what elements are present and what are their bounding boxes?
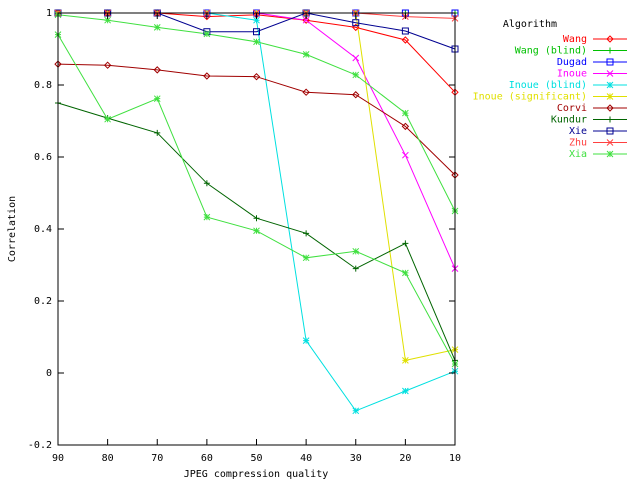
data-point: [402, 151, 409, 159]
y-tick-label: 0.6: [34, 152, 52, 163]
data-point: [104, 115, 111, 123]
data-point: [203, 180, 210, 187]
series-line: [57, 63, 456, 176]
legend-label: Dugad: [557, 57, 587, 68]
data-point: [402, 357, 409, 364]
x-tick-label: 30: [350, 453, 362, 464]
x-tick-label: 80: [102, 453, 114, 464]
legend-marker: [606, 93, 614, 100]
legend-marker: [606, 139, 614, 146]
legend-marker: [606, 150, 614, 158]
y-axis-ticks: -0.2 0 0.2 0.4 0.6 0.8 1: [28, 8, 455, 451]
x-tick-label: 40: [300, 453, 312, 464]
legend-marker: [606, 70, 614, 77]
data-point: [352, 407, 360, 415]
legend-label: Wang: [563, 34, 587, 45]
legend-label: Inoue (blind): [509, 80, 587, 91]
legend-marker: [606, 81, 614, 89]
data-point: [203, 30, 211, 38]
x-axis-label: JPEG compression quality: [184, 469, 329, 480]
data-point: [303, 230, 310, 237]
legend-title: Algorithm: [503, 19, 557, 30]
legend-marker: [607, 47, 613, 54]
data-point: [402, 269, 409, 277]
data-point: [154, 129, 161, 136]
data-point: [401, 27, 409, 35]
x-tick-label: 10: [449, 453, 461, 464]
data-point: [401, 122, 410, 131]
data-point: [253, 38, 260, 46]
y-tick-label: 1: [46, 8, 52, 19]
legend-label: Xia: [569, 149, 587, 160]
series-line: [58, 12, 456, 412]
data-point: [302, 51, 310, 58]
legend-label: Xie: [569, 126, 587, 137]
data-point: [153, 95, 161, 103]
data-point: [302, 16, 310, 24]
data-point: [302, 337, 310, 344]
data-point: [253, 16, 260, 24]
data-point: [402, 109, 409, 117]
data-point: [203, 72, 211, 80]
legend-label: Inoue (significant): [473, 92, 587, 103]
data-point: [253, 215, 260, 222]
data-point: [401, 36, 410, 44]
data-point: [302, 254, 310, 262]
legend-label: Zhu: [569, 138, 587, 149]
data-point: [352, 91, 360, 99]
series-line: [57, 34, 456, 365]
y-axis-label: Correlation: [7, 196, 18, 262]
data-point: [402, 387, 409, 395]
x-tick-label: 70: [151, 453, 163, 464]
data-point: [352, 71, 360, 79]
x-tick-label: 60: [201, 453, 213, 464]
data-point: [253, 28, 260, 36]
data-point: [104, 16, 111, 24]
data-point: [103, 61, 112, 69]
x-axis-ticks: 90 80 70 60 50 40 30 20 10: [52, 13, 461, 464]
legend-label: Wang (blind): [515, 46, 587, 57]
data-point: [402, 240, 409, 247]
data-point: [352, 54, 360, 62]
data-point: [153, 24, 161, 31]
legend-marker: [606, 35, 614, 43]
x-tick-label: 20: [399, 453, 411, 464]
data-point: [153, 66, 161, 74]
legend-marker: [606, 127, 614, 135]
legend-label: Kundur: [551, 115, 587, 126]
legend-marker: [607, 116, 613, 123]
data-point: [352, 23, 360, 32]
y-tick-label: 0.8: [34, 80, 52, 91]
series-line: [58, 12, 456, 362]
legend-marker: [606, 104, 614, 112]
plot-markers: [54, 9, 459, 415]
data-point: [352, 247, 360, 255]
data-point: [352, 265, 359, 272]
legend-label: Inoue: [557, 69, 587, 80]
data-point: [352, 19, 360, 27]
x-tick-label: 50: [250, 453, 262, 464]
y-tick-label: 0.4: [34, 224, 52, 235]
y-tick-label: 0.2: [34, 296, 52, 307]
y-tick-label: 0: [46, 368, 52, 379]
data-point: [203, 213, 211, 221]
data-point: [252, 73, 261, 81]
data-point: [253, 227, 260, 235]
x-tick-label: 90: [52, 453, 64, 464]
legend-label: Corvi: [557, 103, 587, 114]
plot-lines: [57, 12, 456, 412]
legend-marker: [606, 58, 614, 66]
data-point: [302, 16, 310, 24]
data-point: [302, 88, 310, 96]
y-tick-label: -0.2: [28, 440, 52, 451]
